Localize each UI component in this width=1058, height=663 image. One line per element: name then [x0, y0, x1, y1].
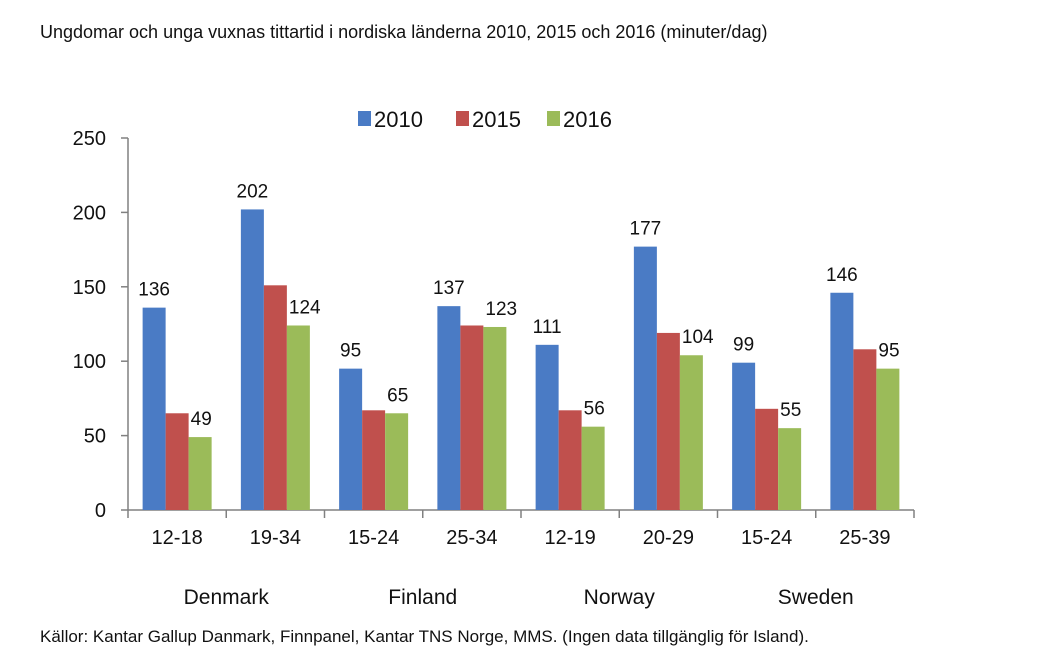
data-label: 177	[630, 219, 662, 240]
bar-2015	[362, 410, 386, 510]
x-tick-label: 20-29	[643, 527, 694, 549]
x-tick-label: 15-24	[348, 527, 399, 549]
country-label: Finland	[388, 586, 457, 609]
bar-2016	[286, 325, 310, 510]
legend-label: 2015	[472, 107, 521, 132]
bar-2015	[460, 325, 484, 510]
data-label: 49	[191, 409, 212, 430]
x-tick-label: 12-18	[152, 527, 203, 549]
bar-2016	[679, 355, 703, 510]
y-tick-label: 50	[84, 426, 106, 448]
y-tick-label: 0	[95, 500, 106, 522]
data-label: 104	[682, 327, 714, 348]
data-label: 56	[584, 399, 605, 420]
bar-2010	[240, 209, 264, 510]
bar-2016	[778, 428, 802, 510]
bar-2015	[853, 349, 877, 510]
bar-2016	[188, 437, 212, 510]
legend-label: 2016	[563, 107, 612, 132]
bar-2010	[535, 344, 559, 510]
bar-2016	[483, 326, 507, 510]
bar-2015	[656, 332, 680, 510]
x-tick-label: 25-34	[446, 527, 497, 549]
bar-2010	[142, 307, 166, 510]
bar-2015	[755, 408, 779, 510]
bar-2010	[633, 246, 657, 510]
data-label: 95	[340, 341, 361, 362]
bar-2016	[385, 413, 409, 510]
bar-2010	[339, 368, 363, 510]
data-label: 137	[433, 278, 465, 299]
y-tick-label: 100	[73, 351, 106, 373]
data-label: 124	[289, 297, 321, 318]
x-tick-label: 15-24	[741, 527, 792, 549]
country-label: Denmark	[184, 586, 270, 609]
x-tick-label: 25-39	[839, 527, 890, 549]
y-tick-label: 200	[73, 202, 106, 224]
data-label: 55	[780, 400, 801, 421]
legend-swatch-2010	[358, 111, 371, 126]
x-tick-label: 19-34	[250, 527, 301, 549]
data-label: 146	[826, 265, 858, 286]
chart-title: Ungdomar och unga vuxnas tittartid i nor…	[40, 22, 768, 42]
bar-2015	[165, 413, 189, 510]
data-label: 136	[138, 280, 170, 301]
legend-swatch-2016	[547, 111, 560, 126]
legend-label: 2010	[374, 107, 423, 132]
legend-swatch-2015	[456, 111, 469, 126]
data-label: 111	[533, 317, 562, 338]
bar-2015	[558, 410, 582, 510]
data-label: 65	[387, 385, 408, 406]
data-label: 99	[733, 335, 754, 356]
country-label: Sweden	[778, 586, 854, 609]
country-label: Norway	[584, 586, 656, 609]
data-label: 123	[485, 299, 517, 320]
data-label: 202	[237, 181, 269, 202]
bar-2010	[732, 362, 756, 510]
source-note: Källor: Kantar Gallup Danmark, Finnpanel…	[40, 627, 809, 646]
bar-2010	[437, 306, 461, 510]
bar-2016	[876, 368, 900, 510]
x-tick-label: 12-19	[545, 527, 596, 549]
bar-2015	[263, 285, 287, 510]
y-tick-label: 150	[73, 277, 106, 299]
y-tick-label: 250	[73, 128, 106, 150]
bar-2010	[830, 292, 854, 510]
data-label: 95	[878, 341, 899, 362]
bar-2016	[581, 426, 605, 510]
